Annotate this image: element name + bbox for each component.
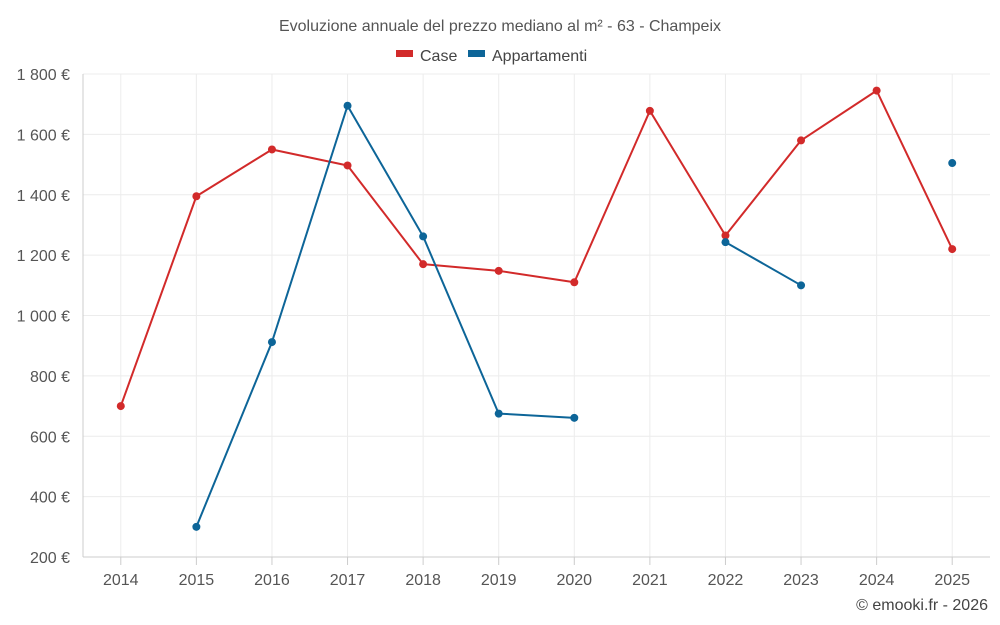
- y-tick-label: 1 800 €: [17, 67, 70, 84]
- legend-swatch-case: [396, 50, 413, 57]
- y-tick-label: 1 200 €: [17, 248, 70, 265]
- x-tick-label: 2023: [783, 572, 819, 589]
- legend-label-appartamenti: Appartamenti: [492, 48, 587, 65]
- axes: 200 € 400 € 600 € 800 € 1 000 € 1 200 € 1 400 …: [17, 67, 990, 589]
- legend-item-case[interactable]: Case: [396, 48, 457, 65]
- y-tick-label: 600 €: [30, 429, 70, 446]
- x-tick-label: 2020: [556, 572, 592, 589]
- series-line-appartamenti: [724, 241, 802, 287]
- data-point-appartamenti-2015[interactable]: [192, 522, 201, 531]
- data-point-case-2014[interactable]: [116, 402, 125, 411]
- series-appartamenti: [192, 101, 957, 531]
- data-point-case-2021[interactable]: [645, 106, 654, 115]
- x-tick-label: 2014: [103, 572, 139, 589]
- x-tick-label: 2016: [254, 572, 290, 589]
- y-tick-label: 1 000 €: [17, 309, 70, 326]
- x-tick-label: 2024: [859, 572, 895, 589]
- data-point-appartamenti-2017[interactable]: [343, 101, 352, 110]
- x-tick-label: 2025: [934, 572, 970, 589]
- data-point-case-2023[interactable]: [797, 136, 806, 145]
- x-tick-label: 2018: [405, 572, 441, 589]
- x-tick-label: 2017: [330, 572, 366, 589]
- legend-swatch-appartamenti: [468, 50, 485, 57]
- x-tick-label: 2015: [179, 572, 215, 589]
- data-point-case-2025[interactable]: [948, 245, 957, 254]
- legend-item-appartamenti[interactable]: Appartamenti: [468, 48, 587, 65]
- x-tick-label: 2019: [481, 572, 517, 589]
- data-point-appartamenti-2023[interactable]: [797, 281, 806, 290]
- credit-text: © emooki.fr - 2026: [856, 597, 988, 614]
- series-line-case: [119, 89, 954, 407]
- x-tick-label: 2022: [708, 572, 744, 589]
- data-point-appartamenti-2016[interactable]: [267, 338, 276, 347]
- y-tick-label: 1 600 €: [17, 127, 70, 144]
- data-point-case-2018[interactable]: [419, 260, 428, 269]
- plot-area: [116, 86, 957, 531]
- data-point-case-2016[interactable]: [267, 145, 276, 154]
- data-point-appartamenti-2019[interactable]: [494, 409, 503, 418]
- data-point-appartamenti-2022[interactable]: [721, 238, 730, 247]
- y-tick-label: 400 €: [30, 490, 70, 507]
- grid: [83, 73, 990, 558]
- series-case: [116, 86, 957, 411]
- data-point-case-2020[interactable]: [570, 278, 579, 287]
- data-point-appartamenti-2025[interactable]: [948, 159, 957, 168]
- legend: Case Appartamenti: [396, 48, 587, 65]
- series-line-appartamenti: [195, 104, 575, 528]
- data-point-case-2022[interactable]: [721, 231, 730, 240]
- data-point-case-2024[interactable]: [872, 86, 881, 95]
- y-tick-label: 800 €: [30, 369, 70, 386]
- data-point-appartamenti-2020[interactable]: [570, 413, 579, 422]
- legend-label-case: Case: [420, 48, 457, 65]
- data-point-appartamenti-2018[interactable]: [419, 232, 428, 241]
- y-tick-label: 200 €: [30, 550, 70, 567]
- data-point-case-2017[interactable]: [343, 161, 352, 170]
- data-point-case-2015[interactable]: [192, 192, 201, 201]
- data-point-case-2019[interactable]: [494, 266, 503, 275]
- chart-title: Evoluzione annuale del prezzo mediano al…: [279, 18, 721, 35]
- y-tick-label: 1 400 €: [17, 188, 70, 205]
- x-tick-label: 2021: [632, 572, 668, 589]
